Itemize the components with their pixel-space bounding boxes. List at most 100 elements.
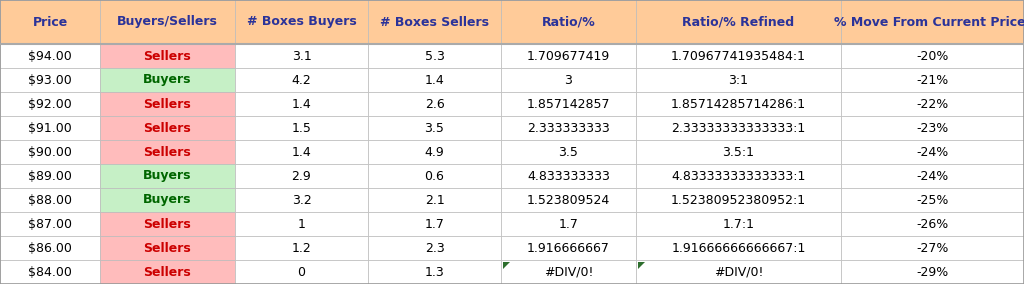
Text: 1.7: 1.7: [558, 218, 579, 231]
Text: -29%: -29%: [916, 266, 948, 279]
Bar: [368, 260, 501, 284]
Bar: [100, 116, 234, 140]
Bar: [0, 92, 100, 116]
Bar: [234, 140, 368, 164]
Text: -20%: -20%: [916, 49, 948, 62]
Bar: [636, 188, 841, 212]
Bar: [234, 164, 368, 188]
Text: 0: 0: [298, 266, 305, 279]
Text: $87.00: $87.00: [28, 218, 72, 231]
Bar: [841, 116, 1024, 140]
Bar: [841, 236, 1024, 260]
Text: 4.2: 4.2: [292, 74, 311, 87]
Polygon shape: [503, 262, 510, 269]
Text: 1.916666667: 1.916666667: [527, 241, 610, 254]
Text: 1.709677419: 1.709677419: [527, 49, 610, 62]
Bar: [368, 0, 501, 44]
Bar: [100, 212, 234, 236]
Text: 1.3: 1.3: [425, 266, 444, 279]
Text: Sellers: Sellers: [143, 218, 191, 231]
Text: 3.5: 3.5: [425, 122, 444, 135]
Text: 2.33333333333333:1: 2.33333333333333:1: [672, 122, 806, 135]
Bar: [636, 68, 841, 92]
Text: $88.00: $88.00: [28, 193, 72, 206]
Bar: [0, 44, 100, 68]
Text: 1.91666666666667:1: 1.91666666666667:1: [672, 241, 806, 254]
Bar: [841, 260, 1024, 284]
Bar: [100, 188, 234, 212]
Bar: [0, 164, 100, 188]
Text: 4.833333333: 4.833333333: [527, 170, 610, 183]
Bar: [234, 0, 368, 44]
Bar: [501, 68, 636, 92]
Text: -27%: -27%: [916, 241, 948, 254]
Text: 1.4: 1.4: [292, 145, 311, 158]
Bar: [841, 164, 1024, 188]
Text: Sellers: Sellers: [143, 241, 191, 254]
Text: -25%: -25%: [916, 193, 948, 206]
Text: Sellers: Sellers: [143, 97, 191, 110]
Bar: [0, 68, 100, 92]
Text: 2.9: 2.9: [292, 170, 311, 183]
Text: $92.00: $92.00: [28, 97, 72, 110]
Bar: [636, 236, 841, 260]
Text: 5.3: 5.3: [425, 49, 444, 62]
Text: 3.5:1: 3.5:1: [723, 145, 755, 158]
Text: 2.3: 2.3: [425, 241, 444, 254]
Bar: [841, 0, 1024, 44]
Text: % Move From Current Price:: % Move From Current Price:: [835, 16, 1024, 28]
Text: $94.00: $94.00: [28, 49, 72, 62]
Text: 1.2: 1.2: [292, 241, 311, 254]
Bar: [501, 140, 636, 164]
Text: Price: Price: [33, 16, 68, 28]
Bar: [0, 116, 100, 140]
Bar: [841, 92, 1024, 116]
Bar: [501, 212, 636, 236]
Bar: [368, 68, 501, 92]
Bar: [100, 68, 234, 92]
Text: 3.1: 3.1: [292, 49, 311, 62]
Polygon shape: [638, 262, 645, 269]
Bar: [368, 92, 501, 116]
Text: 1.85714285714286:1: 1.85714285714286:1: [671, 97, 806, 110]
Bar: [0, 236, 100, 260]
Bar: [0, 0, 100, 44]
Bar: [501, 236, 636, 260]
Bar: [234, 236, 368, 260]
Bar: [636, 140, 841, 164]
Bar: [100, 44, 234, 68]
Bar: [368, 164, 501, 188]
Bar: [636, 116, 841, 140]
Bar: [501, 164, 636, 188]
Bar: [841, 44, 1024, 68]
Text: 1.523809524: 1.523809524: [527, 193, 610, 206]
Bar: [841, 68, 1024, 92]
Bar: [368, 188, 501, 212]
Text: $84.00: $84.00: [28, 266, 72, 279]
Text: 1.52380952380952:1: 1.52380952380952:1: [671, 193, 806, 206]
Text: 1: 1: [298, 218, 305, 231]
Text: -24%: -24%: [916, 170, 948, 183]
Text: Buyers/Sellers: Buyers/Sellers: [117, 16, 218, 28]
Text: 1.7:1: 1.7:1: [723, 218, 755, 231]
Text: 1.5: 1.5: [292, 122, 311, 135]
Bar: [0, 140, 100, 164]
Text: $86.00: $86.00: [28, 241, 72, 254]
Bar: [636, 44, 841, 68]
Bar: [100, 260, 234, 284]
Text: 1.857142857: 1.857142857: [526, 97, 610, 110]
Bar: [368, 236, 501, 260]
Text: # Boxes Sellers: # Boxes Sellers: [380, 16, 489, 28]
Bar: [368, 212, 501, 236]
Bar: [636, 0, 841, 44]
Bar: [841, 212, 1024, 236]
Bar: [234, 68, 368, 92]
Bar: [501, 44, 636, 68]
Text: 2.1: 2.1: [425, 193, 444, 206]
Text: Ratio/%: Ratio/%: [542, 16, 595, 28]
Bar: [368, 44, 501, 68]
Text: Sellers: Sellers: [143, 266, 191, 279]
Text: 4.83333333333333:1: 4.83333333333333:1: [672, 170, 806, 183]
Text: # Boxes Buyers: # Boxes Buyers: [247, 16, 356, 28]
Bar: [100, 92, 234, 116]
